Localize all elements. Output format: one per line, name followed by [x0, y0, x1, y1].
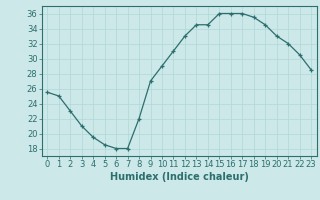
X-axis label: Humidex (Indice chaleur): Humidex (Indice chaleur): [110, 172, 249, 182]
